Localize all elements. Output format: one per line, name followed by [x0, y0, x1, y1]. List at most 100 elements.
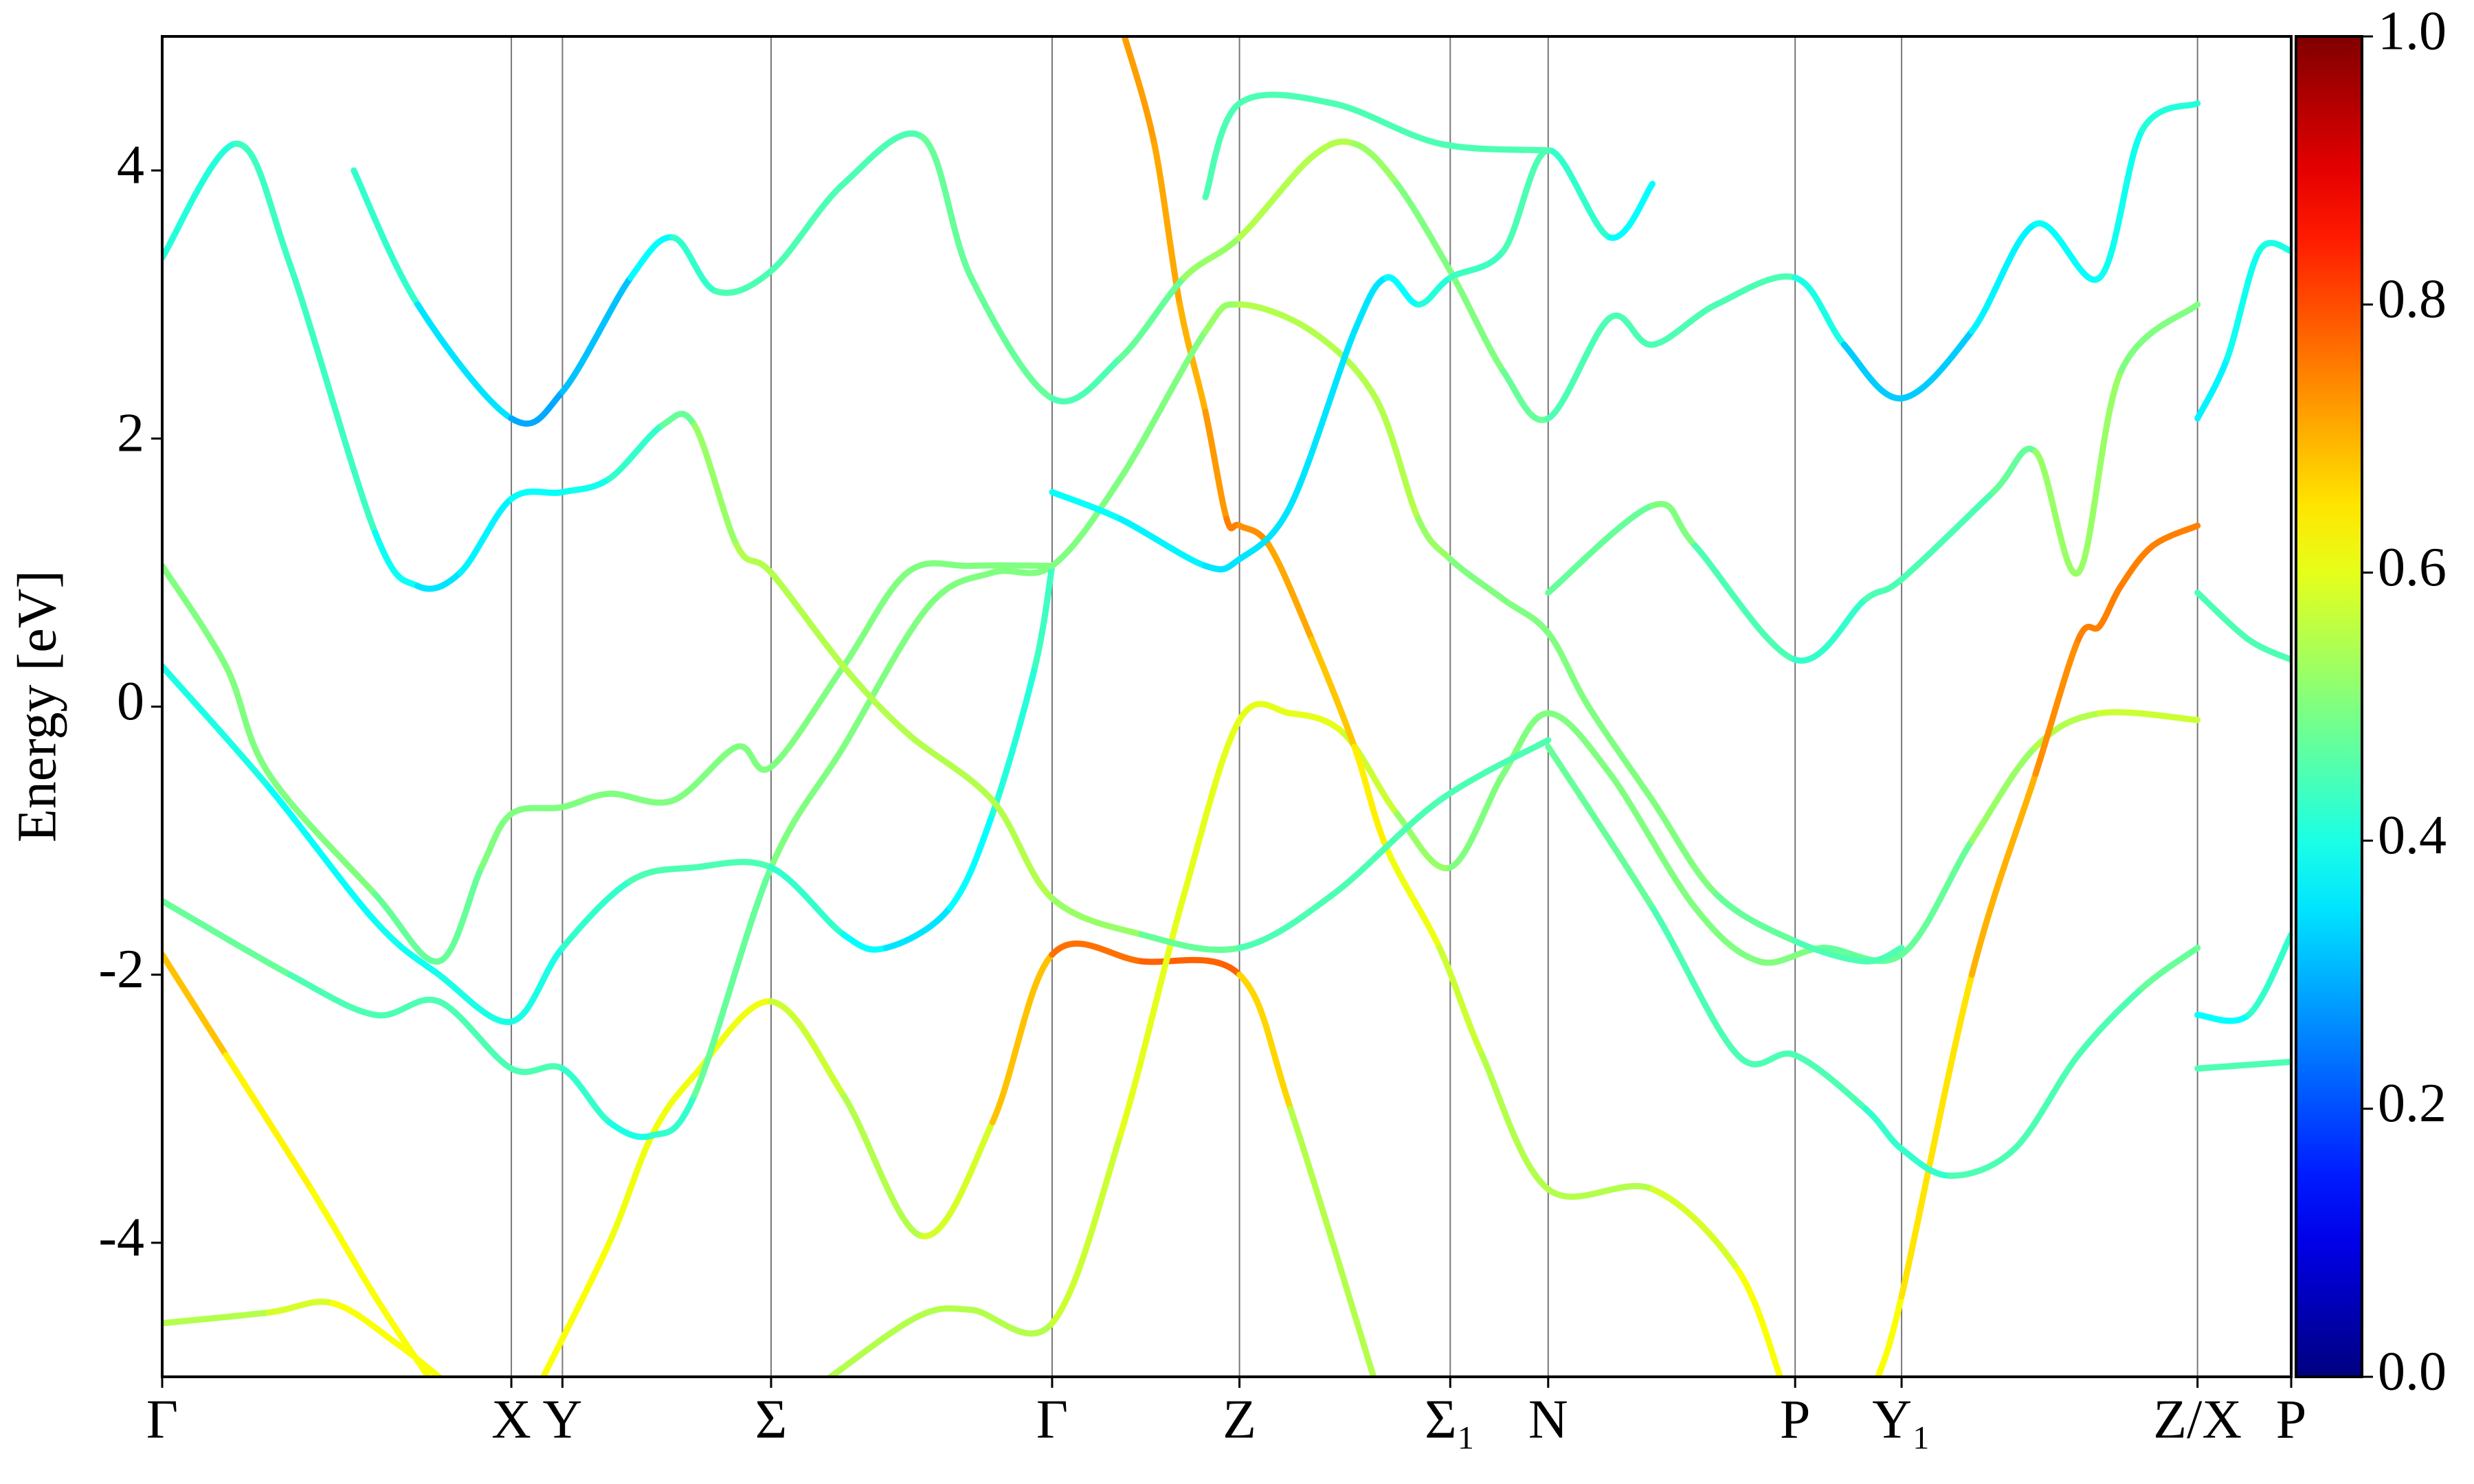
band-segment: [1236, 154, 1315, 241]
band-segment: [1792, 274, 1847, 348]
band-segment: [1049, 895, 1145, 938]
band-segment: [2096, 583, 2124, 629]
band-segment: [162, 140, 240, 261]
x-tick-label: Γ: [1036, 1389, 1068, 1450]
band-segment: [733, 743, 774, 773]
band-segment: [508, 488, 566, 502]
colorbar-tick-label: 0.0: [2378, 1341, 2447, 1402]
band-segment: [162, 951, 230, 1059]
band-segment: [606, 790, 677, 806]
band-segment: [2011, 1052, 2082, 1152]
colorbar-tick-label: 0.4: [2378, 805, 2447, 866]
band-segment: [2117, 542, 2157, 589]
band-segment: [1545, 710, 1614, 777]
band-segment: [670, 234, 719, 295]
band-segment: [627, 234, 677, 281]
band-segment: [1792, 1052, 1869, 1112]
band-segment: [1351, 743, 1390, 851]
band-segment: [559, 877, 634, 952]
band-segment: [1607, 181, 1656, 241]
band-segment: [1692, 542, 1798, 663]
y-tick-label: 0: [117, 671, 144, 732]
band-segment: [2194, 355, 2231, 422]
band-segment: [1862, 945, 1905, 965]
x-tick-label: Y₁: [1872, 1389, 1931, 1450]
band-segment: [1968, 221, 2039, 335]
band-segment: [606, 422, 666, 482]
band-segment: [2096, 709, 2201, 723]
band-segment: [1415, 515, 1453, 563]
x-tick-label: P: [2276, 1389, 2307, 1450]
band-segment: [919, 133, 974, 281]
band-segment: [1898, 328, 1975, 402]
colorbar: [2295, 35, 2363, 1378]
band-segment: [1436, 140, 1552, 154]
band-segment: [559, 790, 613, 811]
band-segment: [1479, 1052, 1552, 1193]
band-segment: [1330, 100, 1443, 147]
band-segment: [670, 743, 740, 804]
band-segment: [1049, 488, 1124, 522]
band-segment: [1117, 274, 1188, 361]
band-segment: [559, 274, 634, 395]
band-segment: [1840, 341, 1905, 402]
band-segment: [1308, 636, 1358, 750]
band-segment: [1117, 891, 1188, 1139]
band-segment: [989, 797, 1056, 901]
band-segment: [1308, 138, 1358, 161]
band-segment: [329, 1300, 400, 1347]
y-tick-label: 4: [117, 135, 144, 195]
band-segment: [1500, 147, 1552, 254]
band-segment: [1990, 445, 2039, 495]
band-segment: [1898, 837, 1975, 958]
band-segment: [1649, 501, 1699, 549]
band-segment: [691, 998, 774, 1079]
band-segment: [287, 261, 379, 536]
band-segment: [2032, 710, 2103, 750]
band-segment: [1117, 515, 1209, 570]
band-segment: [436, 971, 515, 1025]
band-segment: [1447, 770, 1507, 871]
band-segment: [559, 1065, 613, 1125]
band-segment: [1436, 737, 1552, 804]
band-segment: [265, 1298, 336, 1316]
band-segment: [968, 1306, 1056, 1337]
band-segment: [372, 529, 421, 589]
band-segment: [1968, 770, 2039, 978]
band-segment: [2194, 1059, 2291, 1072]
band-segment: [768, 569, 847, 670]
colorbar-tick-label: 1.0: [2378, 1, 2447, 61]
band-segment: [1202, 100, 1243, 201]
band-segment: [1236, 891, 1337, 952]
band-segment: [414, 301, 515, 422]
band-segment: [1181, 717, 1243, 898]
band-segment: [606, 1118, 656, 1140]
band-segment: [904, 730, 996, 804]
band-segment: [1236, 701, 1294, 723]
band-segment: [1287, 1105, 1377, 1377]
band-segment: [840, 1092, 926, 1239]
band-segment: [2150, 522, 2201, 549]
band-segment: [2096, 127, 2146, 281]
band-segment: [1735, 1266, 1783, 1377]
y-tick-label: -2: [98, 939, 144, 1000]
x-tick-label: Z: [1223, 1389, 1256, 1450]
band-segment: [840, 931, 889, 953]
band-segment: [1151, 140, 1183, 308]
band-segment: [1394, 181, 1453, 274]
band-segment: [1138, 956, 1243, 978]
band-segment: [1372, 395, 1422, 522]
band-segment: [1792, 596, 1869, 664]
band-segment: [768, 743, 847, 871]
band-segment: [265, 770, 379, 898]
band-segment: [1394, 811, 1453, 872]
band-segment: [919, 1118, 996, 1239]
band-segment: [393, 1340, 443, 1377]
band-segment: [1181, 234, 1243, 281]
x-tick-label: N: [1528, 1389, 1568, 1450]
band-segment: [1585, 704, 1656, 804]
band-segment: [1236, 91, 1337, 107]
band-segment: [2075, 622, 2103, 643]
band-segment: [1792, 938, 1869, 965]
band-segment: [691, 864, 774, 1099]
